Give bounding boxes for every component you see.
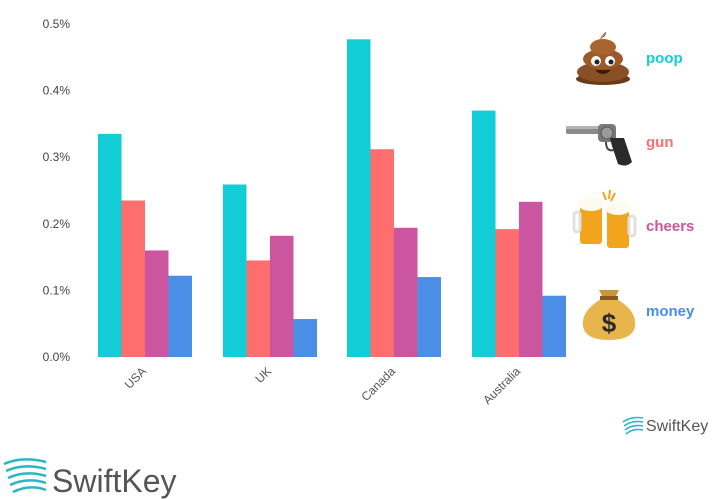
- x-category-label: USA: [122, 364, 149, 391]
- swiftkey-logo-large: SwiftKey: [3, 458, 176, 499]
- swiftkey-logo-small: SwiftKey: [622, 416, 708, 435]
- bar-usa-cheers: [145, 250, 169, 357]
- swiftkey-swoosh-icon: [3, 458, 47, 494]
- y-tick-label: 0.4%: [43, 84, 71, 98]
- swiftkey-wordmark-large: SwiftKey: [52, 463, 176, 499]
- bars: [98, 39, 566, 358]
- pistol-emoji-icon: [566, 124, 632, 166]
- bar-usa-poop: [98, 133, 122, 357]
- bar-australia-poop: [472, 110, 496, 357]
- bar-australia-gun: [495, 229, 519, 357]
- y-tick-label: 0.2%: [43, 217, 71, 231]
- x-axis: USA UK Canada Australia: [122, 364, 524, 407]
- svg-text:$: $: [602, 308, 617, 338]
- swiftkey-wordmark-small: SwiftKey: [646, 418, 708, 435]
- bar-australia-money: [542, 295, 566, 357]
- y-tick-label: 0.3%: [43, 150, 71, 164]
- bar-uk-cheers: [270, 235, 294, 357]
- bar-uk-gun: [246, 260, 270, 357]
- beer-mugs-emoji-icon: [572, 189, 637, 248]
- money-bag-emoji-icon: $: [582, 290, 636, 340]
- bar-canada-cheers: [394, 227, 418, 357]
- bar-uk-poop: [223, 184, 247, 357]
- bar-canada-gun: [370, 149, 394, 357]
- y-tick-label: 0.5%: [43, 17, 71, 31]
- x-category-label: UK: [252, 364, 274, 386]
- y-tick-label: 0.0%: [43, 350, 71, 364]
- y-tick-label: 0.1%: [43, 283, 71, 297]
- bar-uk-money: [293, 319, 317, 357]
- bar-usa-gun: [121, 200, 145, 357]
- bar-usa-money: [168, 275, 192, 357]
- x-category-label: Australia: [480, 364, 523, 407]
- poop-emoji-icon: [576, 31, 630, 85]
- swiftkey-swoosh-icon: [622, 416, 644, 435]
- y-axis: 0.0% 0.1% 0.2% 0.3% 0.4% 0.5%: [43, 17, 71, 364]
- bar-australia-cheers: [519, 201, 543, 357]
- x-category-label: Canada: [358, 364, 398, 404]
- legend-label-money: money: [646, 303, 695, 320]
- legend-label-gun: gun: [646, 134, 674, 151]
- bar-canada-money: [417, 277, 441, 357]
- legend-label-cheers: cheers: [646, 218, 694, 235]
- legend: poop gun cheers $ mone: [566, 31, 695, 340]
- legend-label-poop: poop: [646, 50, 683, 67]
- bar-canada-poop: [347, 39, 371, 358]
